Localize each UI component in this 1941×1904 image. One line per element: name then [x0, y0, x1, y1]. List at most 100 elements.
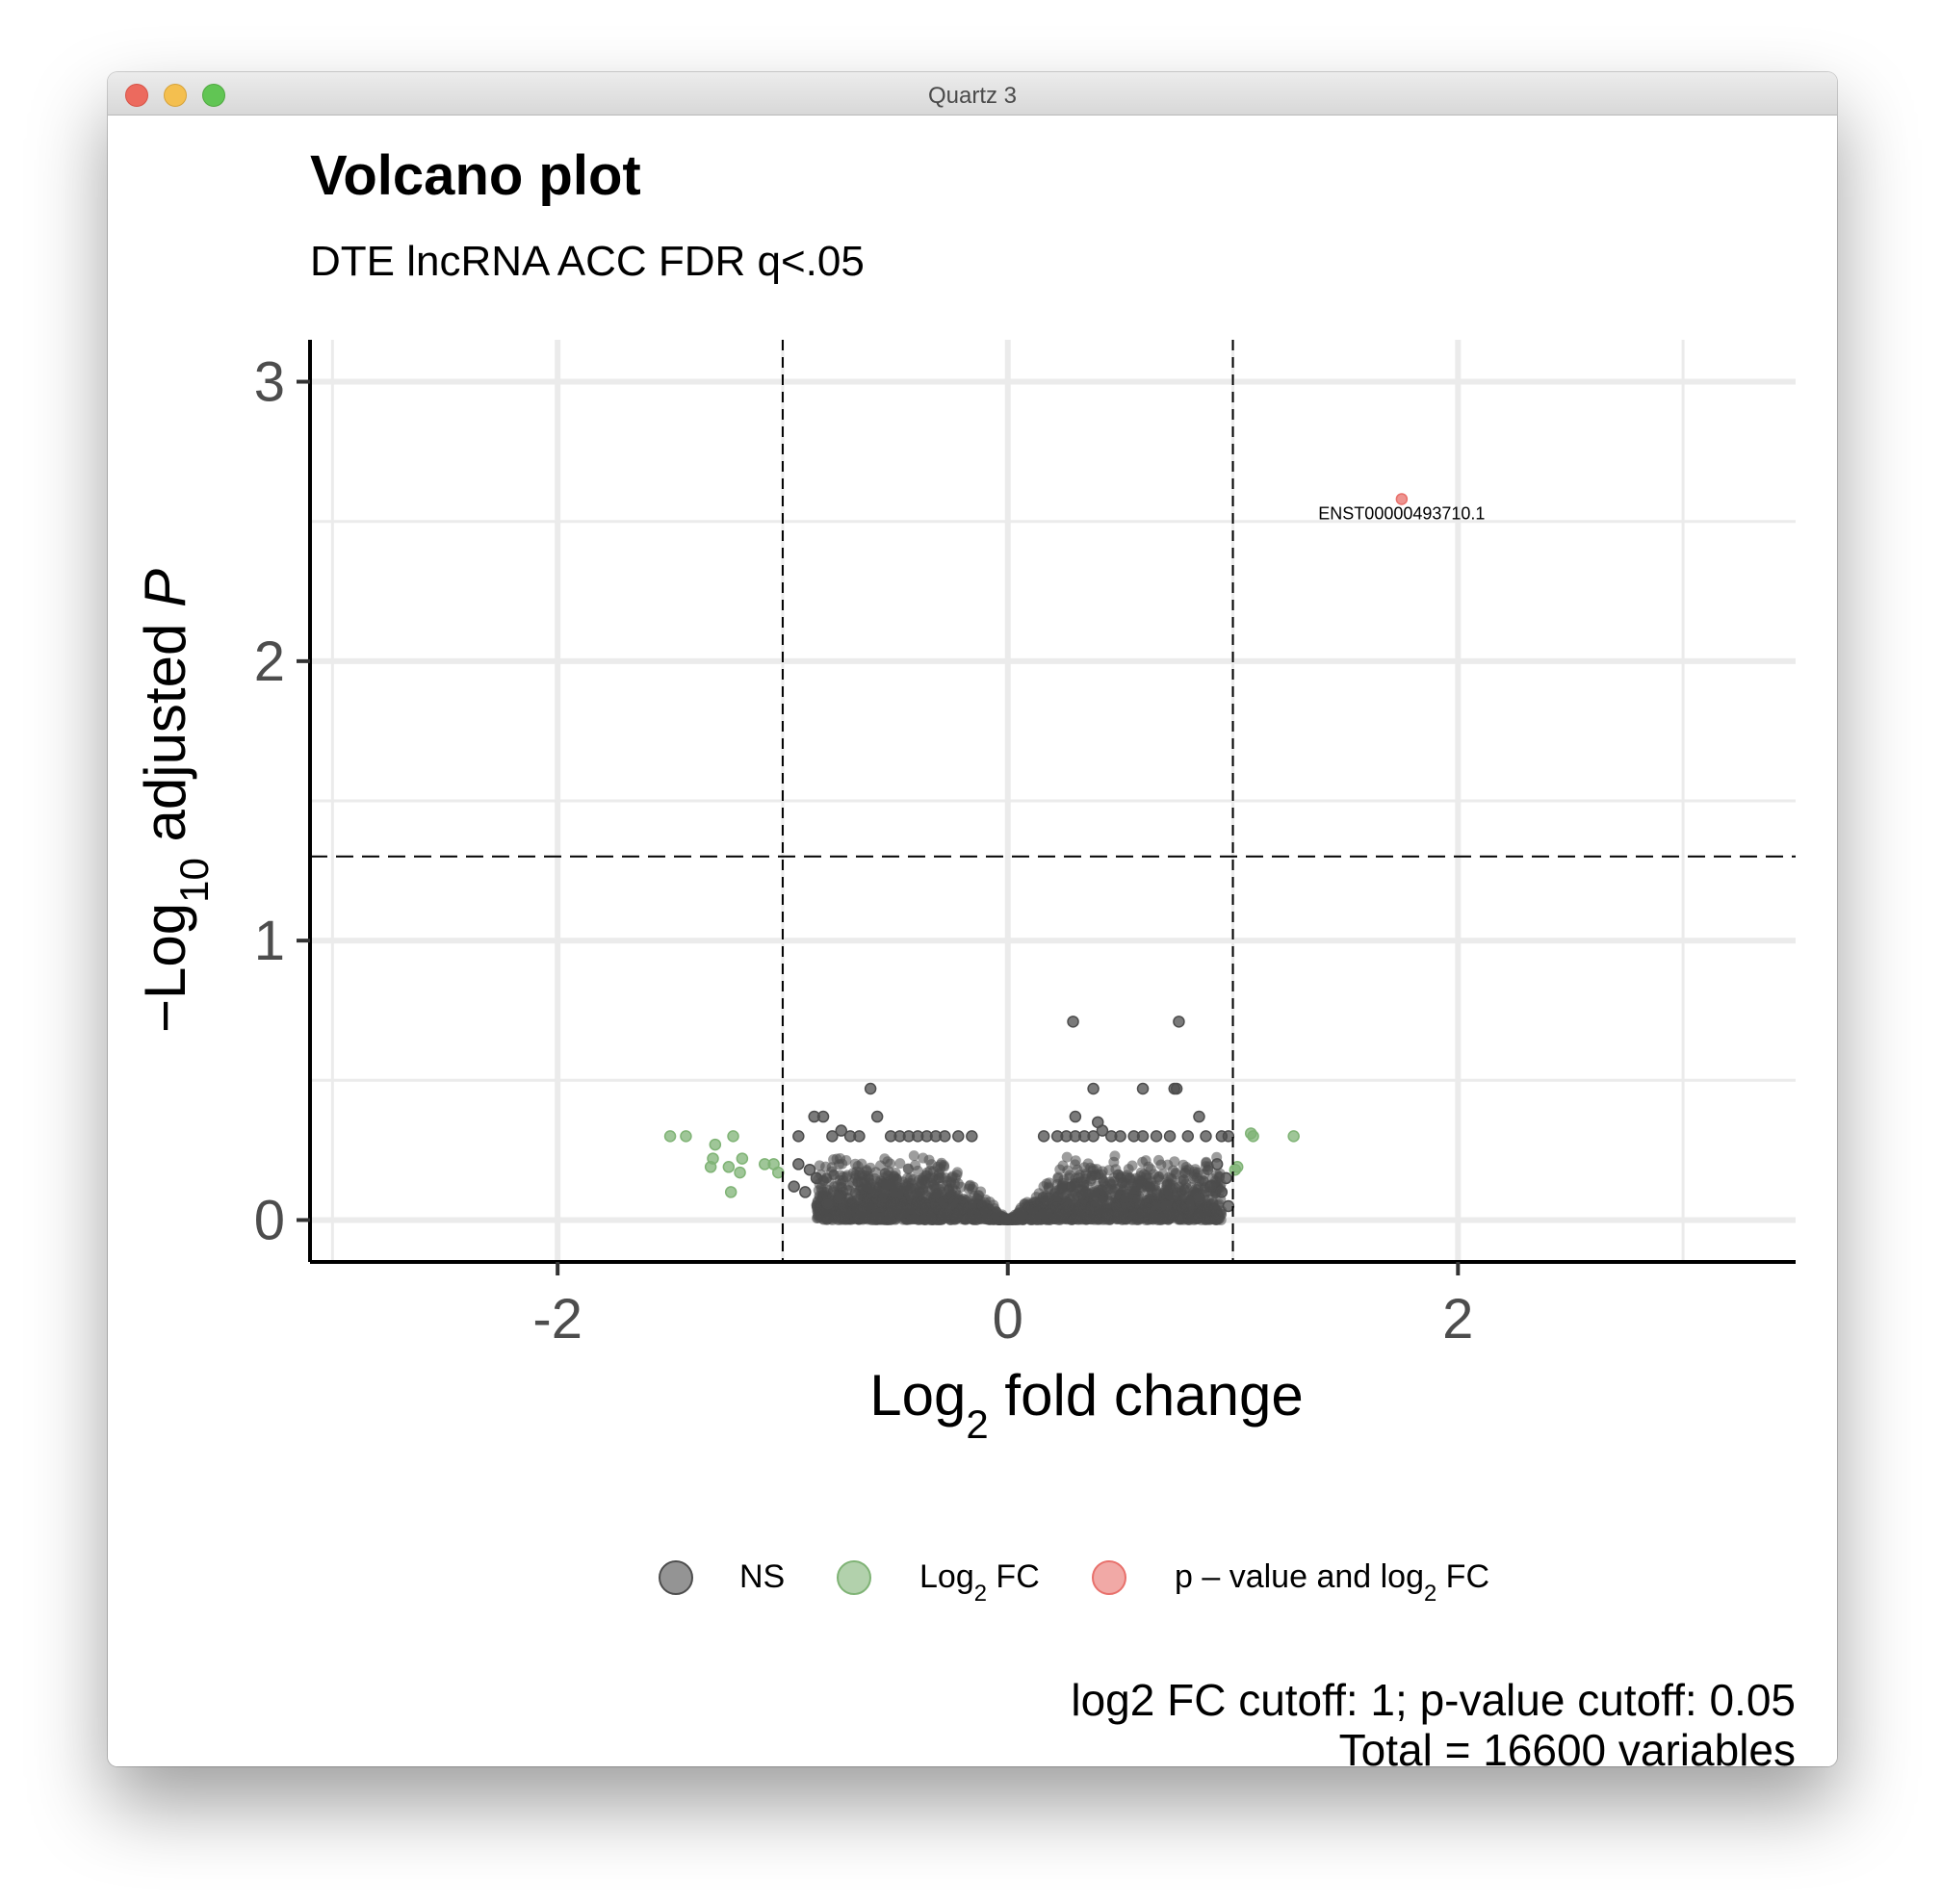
ns-point — [1119, 1181, 1130, 1193]
legend-key-ns — [659, 1560, 693, 1595]
ns-point — [918, 1152, 929, 1164]
ns-point — [966, 1130, 978, 1143]
ns-point — [981, 1213, 993, 1224]
log2fc-point — [722, 1161, 736, 1173]
ns-point — [877, 1192, 889, 1203]
ns-point — [1172, 1187, 1183, 1198]
ns-point — [1087, 1082, 1100, 1095]
ns-point — [792, 1158, 805, 1171]
ns-point — [935, 1180, 946, 1192]
log2fc-point — [663, 1130, 677, 1143]
ns-point — [1128, 1186, 1140, 1197]
ns-point — [799, 1186, 812, 1198]
ns-point — [1000, 1214, 1012, 1225]
legend-label-ns: NS — [739, 1558, 785, 1595]
ns-point — [1200, 1130, 1212, 1143]
ns-point — [967, 1183, 978, 1195]
ns-point — [1048, 1213, 1060, 1224]
ns-point — [1150, 1130, 1163, 1143]
minimize-window-button[interactable] — [164, 84, 187, 107]
ns-point — [945, 1171, 957, 1183]
log2fc-point — [680, 1130, 692, 1143]
ns-point — [1184, 1201, 1196, 1213]
log2fc-point — [1247, 1130, 1259, 1143]
y-axis-title: −Log10 adjusted P — [133, 569, 217, 1033]
ns-point — [882, 1156, 893, 1168]
ns-point — [1145, 1182, 1156, 1194]
close-window-button[interactable] — [125, 84, 148, 107]
ns-point — [1068, 1180, 1079, 1192]
ns-point — [864, 1082, 877, 1095]
ns-point — [923, 1185, 935, 1196]
ns-point — [975, 1186, 987, 1197]
ns-point — [966, 1198, 977, 1210]
y-tick-label: 3 — [254, 351, 285, 414]
ns-point — [1050, 1195, 1062, 1206]
log2fc-point — [727, 1130, 739, 1143]
ns-point — [873, 1212, 885, 1223]
ns-point — [1103, 1165, 1115, 1176]
log2fc-point — [724, 1186, 738, 1198]
y-tick-label: 2 — [254, 630, 285, 693]
ns-point — [881, 1179, 893, 1191]
ns-point — [1088, 1200, 1100, 1212]
ns-point — [1183, 1164, 1195, 1175]
log2fc-point — [709, 1138, 722, 1151]
ns-point — [1059, 1209, 1071, 1221]
caption-cutoffs: log2 FC cutoff: 1; p-value cutoff: 0.05 — [1071, 1675, 1796, 1725]
ns-point — [1181, 1130, 1195, 1143]
ns-point — [1220, 1171, 1232, 1185]
ns-point — [841, 1155, 852, 1167]
ns-point — [909, 1214, 920, 1225]
ns-point — [1123, 1164, 1134, 1175]
ns-point — [1077, 1181, 1089, 1193]
ns-point — [1172, 1199, 1183, 1211]
ns-point — [965, 1213, 976, 1224]
ns-point — [1164, 1178, 1176, 1190]
ns-point — [908, 1150, 919, 1162]
ns-point — [1222, 1130, 1235, 1143]
ns-point — [792, 1130, 805, 1143]
window-titlebar[interactable]: Quartz 3 — [108, 72, 1837, 116]
ns-point — [1132, 1195, 1144, 1206]
log2fc-point — [704, 1161, 717, 1173]
log2fc-point — [736, 1152, 749, 1165]
ns-point — [1155, 1213, 1167, 1224]
ns-point — [1101, 1207, 1113, 1219]
ns-point — [957, 1200, 969, 1212]
ns-point — [839, 1214, 850, 1225]
ns-point — [855, 1207, 867, 1219]
ns-point — [788, 1180, 800, 1193]
ns-point — [1087, 1130, 1100, 1143]
ns-point — [1193, 1110, 1205, 1123]
ns-point — [857, 1183, 868, 1195]
ns-point — [1134, 1175, 1146, 1187]
ns-point — [853, 1130, 866, 1143]
ns-point — [1132, 1213, 1144, 1224]
ns-point — [1109, 1150, 1121, 1162]
chart-title: Volcano plot — [310, 144, 641, 207]
ns-point — [829, 1181, 841, 1193]
ns-point — [837, 1203, 848, 1215]
ns-point — [947, 1196, 959, 1208]
zoom-window-button[interactable] — [202, 84, 225, 107]
ns-point — [863, 1199, 874, 1211]
legend-key-log2fc — [837, 1560, 871, 1595]
significant-point — [1395, 493, 1409, 505]
ns-point — [1112, 1205, 1124, 1217]
ns-point — [820, 1161, 832, 1172]
ns-point — [1169, 1156, 1180, 1168]
ns-point — [1096, 1124, 1109, 1137]
ns-point — [1072, 1214, 1083, 1225]
ns-point — [870, 1110, 884, 1123]
legend-label-pval_and_log2fc: p – value and log2 FC — [1175, 1558, 1489, 1607]
ns-point — [905, 1182, 917, 1194]
ns-point — [1139, 1206, 1151, 1218]
ns-point — [1170, 1082, 1183, 1095]
ns-point — [1136, 1082, 1150, 1095]
plot-area: Volcano plot DTE lncRNA ACC FDR q<.05 ENST… — [108, 116, 1837, 1766]
log2fc-point — [1230, 1161, 1244, 1173]
ns-point — [1136, 1130, 1150, 1143]
caption-total: Total = 16600 variables — [1339, 1725, 1796, 1766]
ns-point — [1061, 1151, 1073, 1163]
